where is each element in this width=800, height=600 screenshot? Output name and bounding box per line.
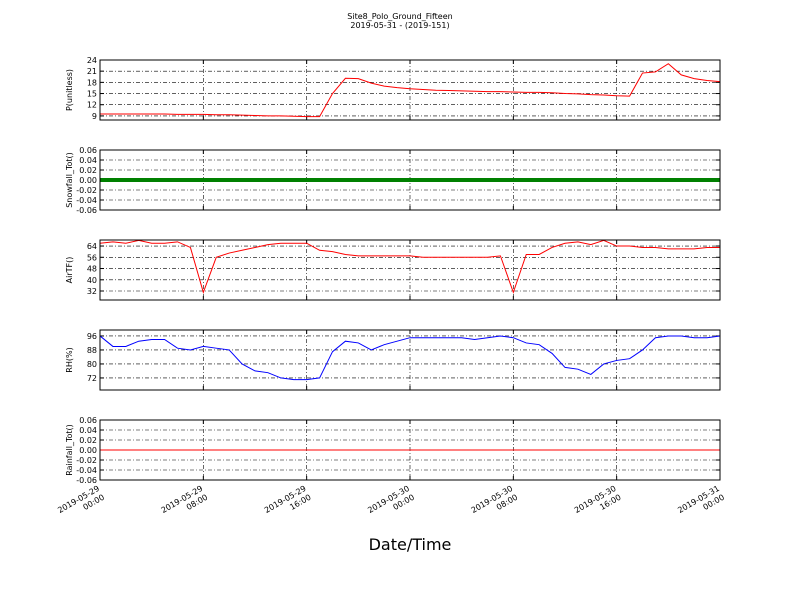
y-tick-label: 0.04 xyxy=(79,426,97,435)
y-tick-label: 56 xyxy=(87,253,97,262)
data-line xyxy=(100,63,721,118)
y-tick-label: 0.02 xyxy=(79,436,97,445)
y-tick-label: 80 xyxy=(87,360,97,369)
y-tick-label: 15 xyxy=(87,90,97,99)
y-tick-label: -0.02 xyxy=(76,186,97,195)
plot-frame xyxy=(99,419,721,481)
y-tick-label: 24 xyxy=(87,56,97,65)
y-tick-label: 0.00 xyxy=(79,446,97,455)
x-axis-label: Date/Time xyxy=(369,535,452,554)
plot-frame xyxy=(99,149,721,211)
data-line xyxy=(99,239,720,295)
y-tick-label: 12 xyxy=(87,101,97,110)
y-tick-label: 32 xyxy=(87,287,97,296)
y-tick-label: 21 xyxy=(87,67,97,76)
y-tick-label: 0.04 xyxy=(79,156,97,165)
y-tick-label: -0.06 xyxy=(76,476,97,485)
y-axis-label: P(unitless) xyxy=(65,69,74,111)
y-axis-label: RH(%) xyxy=(65,347,74,372)
data-line xyxy=(99,335,721,381)
y-tick-label: 0.00 xyxy=(79,176,97,185)
plot-frame xyxy=(99,59,721,121)
chart-subtitle: 2019-05-31 - (2019-151) xyxy=(350,21,449,30)
y-tick-label: 64 xyxy=(87,242,97,251)
plot-frame xyxy=(99,329,721,391)
y-tick-label: 0.06 xyxy=(79,416,97,425)
y-tick-label: -0.06 xyxy=(76,206,97,215)
y-tick-label: -0.04 xyxy=(76,466,97,475)
y-axis-label: Snowfall_Tot() xyxy=(65,152,74,208)
y-tick-label: 88 xyxy=(87,346,97,355)
plot-frame xyxy=(99,239,721,301)
y-tick-label: 0.02 xyxy=(79,166,97,175)
y-tick-label: 0.06 xyxy=(79,146,97,155)
y-tick-label: 96 xyxy=(87,332,97,341)
y-tick-label: 18 xyxy=(87,78,97,87)
y-tick-label: -0.02 xyxy=(76,456,97,465)
y-axis-label: AirTF() xyxy=(65,257,74,284)
chart-title: Site8_Polo_Ground_Fifteen xyxy=(347,12,452,21)
y-axis-label: Rainfall_Tot() xyxy=(65,424,74,476)
y-tick-label: 72 xyxy=(87,374,97,383)
y-tick-label: 40 xyxy=(87,276,97,285)
y-tick-label: -0.04 xyxy=(76,196,97,205)
y-tick-label: 9 xyxy=(92,112,97,121)
y-tick-label: 48 xyxy=(87,265,97,274)
